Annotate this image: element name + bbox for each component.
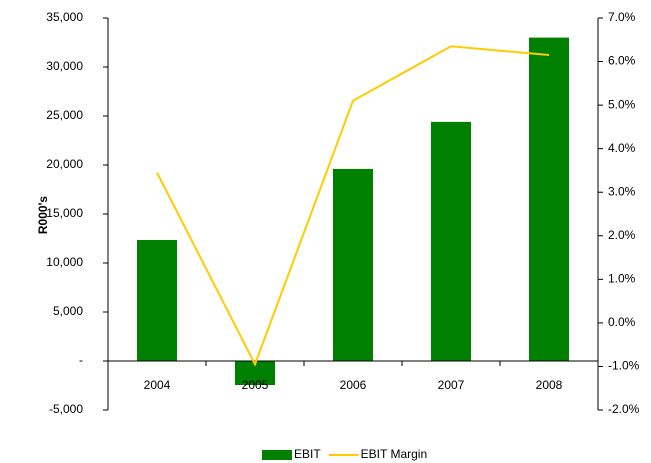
y2-tick-label: 3.0% bbox=[608, 184, 636, 198]
y2-tick-label: 6.0% bbox=[608, 54, 636, 68]
legend-label: EBIT bbox=[294, 447, 321, 461]
y-tick-label: 25,000 bbox=[46, 108, 83, 122]
y-tick-label: - bbox=[79, 353, 83, 367]
bar bbox=[137, 239, 177, 361]
y-tick-label: 5,000 bbox=[53, 304, 83, 318]
bar bbox=[431, 121, 471, 361]
bar bbox=[529, 37, 569, 361]
y2-tick-label: 2.0% bbox=[608, 228, 636, 242]
x-tick-label: 2004 bbox=[144, 378, 171, 392]
y-tick-label: -5,000 bbox=[49, 402, 83, 416]
x-tick-label: 2005 bbox=[242, 378, 269, 392]
y-tick-label: 30,000 bbox=[46, 59, 83, 73]
y2-tick-label: -2.0% bbox=[608, 402, 640, 416]
y2-tick-label: 0.0% bbox=[608, 315, 636, 329]
x-tick-label: 2008 bbox=[536, 378, 563, 392]
y-axis-label: R000's bbox=[36, 196, 50, 235]
y-tick-label: 35,000 bbox=[46, 10, 83, 24]
y2-tick-label: 7.0% bbox=[608, 10, 636, 24]
y-tick-label: 20,000 bbox=[46, 157, 83, 171]
legend-swatch bbox=[262, 450, 292, 460]
line bbox=[156, 45, 550, 367]
y2-tick-label: 5.0% bbox=[608, 97, 636, 111]
x-tick-label: 2006 bbox=[340, 378, 367, 392]
y2-tick-label: 1.0% bbox=[608, 272, 636, 286]
x-tick-label: 2007 bbox=[438, 378, 465, 392]
y2-tick-label: 4.0% bbox=[608, 141, 636, 155]
legend-label: EBIT Margin bbox=[361, 447, 427, 461]
y-tick-label: 10,000 bbox=[46, 255, 83, 269]
y2-tick-label: -1.0% bbox=[608, 359, 640, 373]
bar bbox=[333, 168, 373, 361]
y-tick-label: 15,000 bbox=[46, 206, 83, 220]
